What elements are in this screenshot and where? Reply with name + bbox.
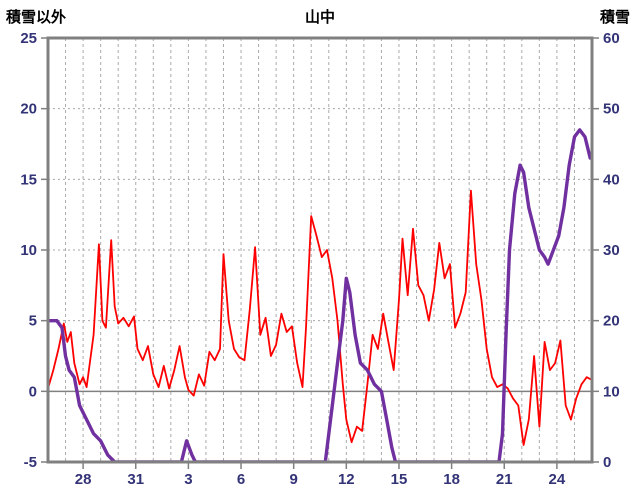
series-line-0 [48,189,592,446]
x-tick-label: 15 [391,471,408,488]
right-tick-label: 10 [603,383,620,400]
series-line-1 [48,128,592,462]
right-tick-label: 0 [603,454,611,471]
x-tick-label: 3 [184,471,192,488]
x-tick-label: 31 [127,471,144,488]
chart-title: 山中 [304,9,335,26]
plot-border [46,36,594,464]
left-tick-label: 5 [29,313,37,330]
left-axis-title: 積雪以外 [6,9,67,26]
left-tick-label: -5 [24,454,37,471]
left-tick-label: 15 [20,171,37,188]
right-tick-label: 50 [603,101,620,118]
x-tick-label: 28 [75,471,92,488]
x-tick-label: 24 [549,471,566,488]
x-tick-label: 18 [443,471,460,488]
x-tick-label: 9 [290,471,298,488]
right-axis-title: 積雪 [599,9,630,26]
right-tick-label: 40 [603,171,620,188]
x-tick-label: 21 [496,471,513,488]
right-tick-label: 60 [603,30,620,47]
left-tick-label: 0 [29,383,37,400]
left-tick-label: 20 [20,101,37,118]
right-tick-label: 30 [603,242,620,259]
x-tick-label: 6 [237,471,245,488]
right-tick-label: 20 [603,313,620,330]
x-tick-label: 12 [338,471,355,488]
left-tick-label: 10 [20,242,37,259]
left-tick-label: 25 [20,30,37,47]
